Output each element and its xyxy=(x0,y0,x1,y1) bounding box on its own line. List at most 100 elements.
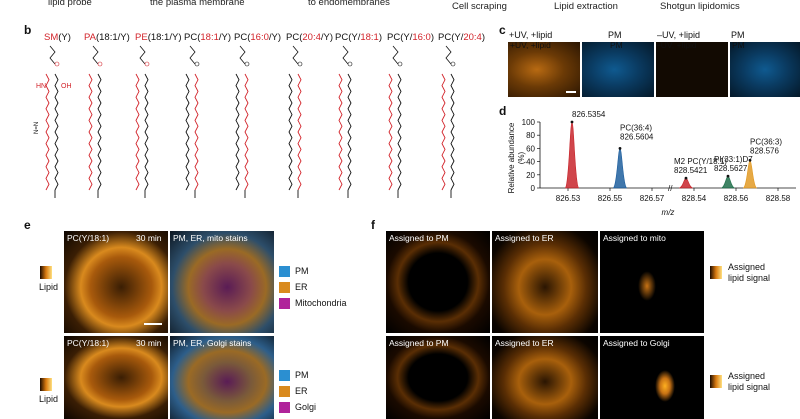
molecule-7 xyxy=(388,45,403,198)
molecule-label-sm: SM(Y) xyxy=(44,32,71,43)
chart-ytick-label-20: 20 xyxy=(526,171,535,180)
f-row2-er-caption: Assigned to ER xyxy=(495,338,554,348)
chart-peak-mz-2: 828.5421 xyxy=(674,166,708,175)
image-f-row1-pm: Assigned to PM xyxy=(386,231,490,333)
image-e-row2-lipid: PC(Y/18:1) 30 min xyxy=(64,336,168,419)
f-row2-pm-caption: Assigned to PM xyxy=(389,338,449,348)
top-text-cell-scraping: Cell scraping xyxy=(452,1,507,12)
molecule-5 xyxy=(288,45,303,198)
e-row1-probe: PC(Y/18:1) xyxy=(67,233,110,243)
e-row2-probe: PC(Y/18:1) xyxy=(67,338,110,348)
chart-xtick-label-1: 826.55 xyxy=(598,194,623,203)
chart-peak-dot-3 xyxy=(726,174,730,178)
chart-peak-dot-4 xyxy=(748,158,752,162)
assigned-colorbar-1 xyxy=(710,266,722,279)
image-f-row1-er: Assigned to ER xyxy=(492,231,598,333)
e-row2-time: 30 min xyxy=(136,338,162,348)
legend-swatch-pm-2 xyxy=(279,370,290,381)
molecule-2 xyxy=(135,45,150,198)
e-scale-bar xyxy=(144,323,162,325)
chart-peak-dot-0 xyxy=(570,120,574,124)
molecule-label-pc-y-18-1: PC(Y/18:1) xyxy=(335,32,383,43)
golgi-signal-blob xyxy=(655,370,675,402)
legend-swatch-mito xyxy=(279,298,290,309)
panel-e-label: e xyxy=(24,218,31,232)
diazirine-label: N=N xyxy=(34,122,40,134)
chart-ytick-label-0: 0 xyxy=(531,184,536,193)
molecule-0 xyxy=(45,45,60,198)
molecule-4 xyxy=(235,45,250,198)
assigned-label-2a: Assigned xyxy=(728,371,766,381)
top-text-plasma-membrane: the plasma membrane xyxy=(150,0,245,8)
image-no-uv-lipid: –UV, +lipid xyxy=(656,42,728,97)
f-row2-golgi-caption: Assigned to Golgi xyxy=(603,338,670,348)
e-row1-time: 30 min xyxy=(136,233,162,243)
top-text-lipid-extraction: Lipid extraction xyxy=(554,1,618,12)
assigned-label-1a: Assigned xyxy=(728,262,766,272)
chart-xtick-label-3: 828.54 xyxy=(682,194,707,203)
molecule-label-pc-y-16-0: PC(Y/16:0) xyxy=(387,32,435,43)
legend-swatch-pm-1 xyxy=(279,266,290,277)
hn-label: HN xyxy=(36,83,46,90)
top-text-lipid-probe: lipid probe xyxy=(48,0,92,8)
legend-label-pm-2: PM xyxy=(295,370,309,380)
panel-f-label: f xyxy=(371,218,375,232)
molecule-label-pc-20-4-y: PC(20:4/Y) xyxy=(286,32,334,43)
caption-uv-lipid: +UV, +lipid xyxy=(510,42,551,50)
chart-peak-name-2: M2 PC(Y/18:1) xyxy=(674,157,727,166)
chart-peak-mz-4: 828.576 xyxy=(750,146,779,155)
molecule-label-pc-18-1-y: PC(18:1/Y) xyxy=(184,32,232,43)
chart-xtick-label-2: 826.57 xyxy=(640,194,665,203)
molecule-label-pc-y-20-4: PC(Y/20:4) xyxy=(438,32,486,43)
image-pm-2: PM xyxy=(730,42,800,97)
chart-peak-mz-3: 828.5627 xyxy=(714,164,748,173)
lipid-colorbar-label-2: Lipid xyxy=(39,394,59,404)
chart-ytick-label-100: 100 xyxy=(522,118,536,127)
f-row1-pm-caption: Assigned to PM xyxy=(389,233,449,243)
chart-peak-name-1: PC(36:4) xyxy=(620,123,652,132)
chart-peak-0 xyxy=(564,121,580,189)
chart-xtick-label-5: 828.58 xyxy=(766,194,791,203)
image-f-row2-pm: Assigned to PM xyxy=(386,336,490,419)
molecule-8 xyxy=(441,45,456,198)
chart-ylabel: Relative abundance xyxy=(507,122,516,193)
image-pm-1: PM xyxy=(582,42,654,97)
image-e-row1-lipid: PC(Y/18:1) 30 min xyxy=(64,231,168,333)
lipid-colorbar-label-1: Lipid xyxy=(39,282,59,292)
top-text-shotgun-lipidomics: Shotgun lipidomics xyxy=(660,1,740,12)
assigned-label-1b: lipid signal xyxy=(728,273,771,283)
legend-swatch-er-1 xyxy=(279,282,290,293)
f-row1-mito-caption: Assigned to mito xyxy=(603,233,666,243)
molecule-label-pc-16-0-y: PC(16:0/Y) xyxy=(234,32,282,43)
image-uv-lipid: +UV, +lipid xyxy=(508,42,580,97)
panel-b-label: b xyxy=(24,23,32,37)
lipid-colorbar-2 xyxy=(40,378,52,391)
caption-top-pm-2: PM xyxy=(731,30,745,40)
chart-xtick-label-4: 828.56 xyxy=(724,194,749,203)
legend-swatch-er-2 xyxy=(279,386,290,397)
chart-ytick-label-60: 60 xyxy=(526,144,535,153)
image-f-row2-er: Assigned to ER xyxy=(492,336,598,419)
chart-xtick-label-0: 826.53 xyxy=(556,194,581,203)
legend-swatch-golgi xyxy=(279,402,290,413)
assigned-colorbar-2 xyxy=(710,375,722,388)
legend-label-er-2: ER xyxy=(295,386,308,396)
chart-ylabel-line1: Relative abundance xyxy=(507,122,516,193)
molecule-drawings xyxy=(45,45,456,198)
molecule-label-pa: PA(18:1/Y) xyxy=(84,32,130,43)
chart-peak-dot-2 xyxy=(684,176,688,180)
molecule-6 xyxy=(338,45,353,198)
image-f-row1-mito: Assigned to mito xyxy=(600,231,704,333)
image-e-row2-stains: PM, ER, Golgi stains xyxy=(170,336,274,419)
chart-peak-mz-1: 826.5604 xyxy=(620,132,654,141)
chart-peak-2 xyxy=(678,177,694,189)
mito-signal-blob xyxy=(638,271,656,301)
legend-label-mito: Mitochondria xyxy=(295,298,347,308)
chart-peak-dot-1 xyxy=(618,147,622,150)
chart-axis-break: // xyxy=(668,184,673,193)
caption-top-pm-1: PM xyxy=(608,30,622,40)
chart-peak-name-4: PC(36:3) xyxy=(750,137,782,146)
top-text-endomembranes: to endomembranes xyxy=(308,0,390,8)
legend-label-pm-1: PM xyxy=(295,266,309,276)
chart-xlabel: m/z xyxy=(662,208,675,217)
